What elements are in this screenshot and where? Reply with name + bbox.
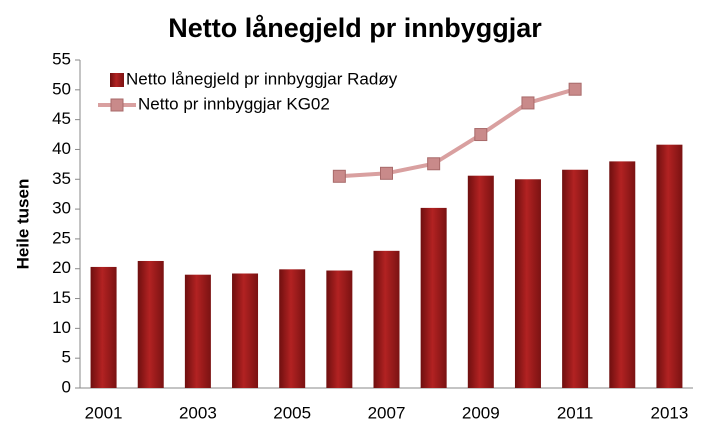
y-tick-label: 30 [52, 199, 71, 218]
bar [279, 269, 306, 388]
x-tick-label: 2011 [557, 403, 594, 422]
legend-label: Netto pr innbyggjar KG02 [138, 94, 330, 113]
x-tick-label: 2013 [651, 403, 689, 422]
x-tick-label: 2001 [85, 403, 123, 422]
legend-marker [110, 98, 124, 112]
y-tick-label: 25 [52, 228, 71, 247]
y-tick-label: 0 [62, 377, 71, 396]
bar [326, 270, 353, 388]
y-tick-label: 5 [62, 348, 71, 367]
y-tick-label: 15 [52, 288, 71, 307]
bar [420, 207, 447, 388]
bar [467, 175, 494, 388]
marker [568, 82, 582, 96]
x-tick-label: 2007 [368, 403, 406, 422]
x-tick-label: 2003 [179, 403, 217, 422]
x-tick-label: 2009 [462, 403, 500, 422]
bar [514, 179, 541, 388]
x-tick-label: 2005 [273, 403, 311, 422]
bar [656, 144, 683, 388]
bar [609, 161, 636, 388]
bar [184, 274, 211, 388]
marker [427, 157, 441, 171]
bar [373, 250, 400, 388]
y-tick-label: 55 [52, 49, 71, 68]
y-tick-label: 35 [52, 169, 71, 188]
y-tick-label: 50 [52, 79, 71, 98]
y-tick-label: 45 [52, 109, 71, 128]
y-tick-label: 20 [52, 258, 71, 277]
line [339, 87, 576, 179]
bar [137, 260, 164, 388]
y-axis-label: Heile tusen [13, 179, 32, 270]
legend-label: Netto lånegjeld pr innbyggjar Radøy [126, 69, 398, 88]
bar [562, 169, 589, 388]
marker [332, 169, 346, 183]
legend-swatch [110, 73, 124, 87]
y-tick-label: 40 [52, 139, 71, 158]
bar [232, 273, 259, 388]
bar [90, 266, 117, 388]
marker [380, 166, 393, 180]
y-tick-label: 10 [52, 318, 71, 337]
marker [474, 128, 488, 142]
chart-title: Netto lånegjeld pr innbyggjar [168, 13, 542, 43]
marker [521, 96, 535, 110]
